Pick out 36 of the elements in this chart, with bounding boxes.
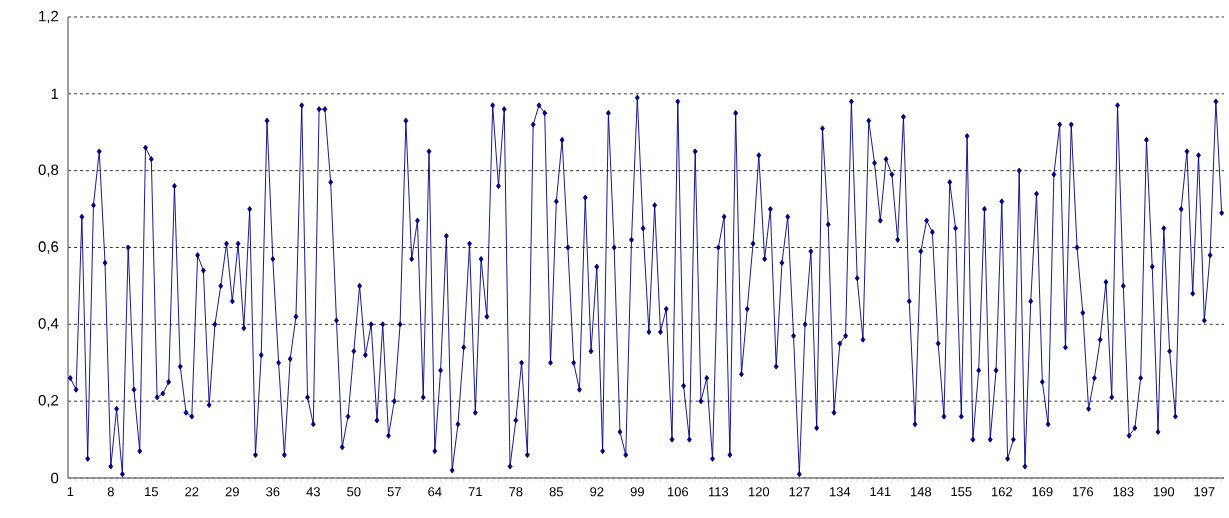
x-tick-label: 36 xyxy=(266,487,280,497)
x-tick-label: 190 xyxy=(1154,487,1175,497)
x-tick-label: 22 xyxy=(185,487,199,497)
x-tick-label: 92 xyxy=(590,487,604,497)
x-tick-label: 29 xyxy=(225,487,239,497)
y-tick-label: 0,2 xyxy=(38,394,59,408)
x-tick-label: 43 xyxy=(306,487,320,497)
x-tick-label: 148 xyxy=(911,487,932,497)
x-tick-label: 85 xyxy=(549,487,563,497)
y-tick-label: 0,6 xyxy=(38,241,59,254)
x-tick-label: 1 xyxy=(67,487,74,497)
x-tick-label: 113 xyxy=(708,487,729,497)
y-tick-label: 0,8 xyxy=(38,164,59,177)
x-tick-label: 50 xyxy=(347,487,361,497)
x-tick-label: 176 xyxy=(1073,487,1094,497)
x-tick-label: 162 xyxy=(992,487,1012,497)
x-tick-label: 134 xyxy=(830,487,851,497)
y-tick-label: 1,2 xyxy=(39,10,59,24)
x-tick-label: 197 xyxy=(1194,487,1215,497)
x-tick-label: 71 xyxy=(468,487,482,497)
x-tick-label: 120 xyxy=(748,487,770,497)
y-tick-label: 0 xyxy=(51,472,59,484)
y-tick-label: 1 xyxy=(51,88,59,99)
x-tick-label: 78 xyxy=(509,487,523,497)
x-tick-label: 169 xyxy=(1032,487,1053,497)
x-tick-label: 141 xyxy=(870,487,891,497)
x-tick-label: 155 xyxy=(951,487,972,497)
x-tick-label: 57 xyxy=(387,487,401,497)
x-tick-label: 127 xyxy=(789,487,810,497)
x-tick-label: 15 xyxy=(145,487,158,497)
x-tick-label: 183 xyxy=(1113,487,1134,497)
y-tick-label: 0,4 xyxy=(38,318,59,331)
x-tick-label: 8 xyxy=(107,487,114,497)
x-tick-label: 99 xyxy=(630,487,644,497)
x-tick-label: 106 xyxy=(667,487,689,497)
x-tick-label: 64 xyxy=(428,487,442,497)
